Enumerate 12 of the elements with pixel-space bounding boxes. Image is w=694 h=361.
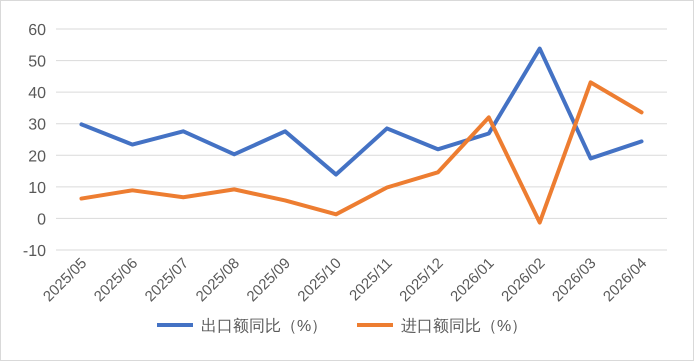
y-tick-label: -10 [22, 243, 46, 260]
y-tick-label: 60 [28, 22, 46, 39]
y-tick-label: 40 [28, 85, 46, 102]
y-tick-label: 20 [28, 148, 46, 166]
line-series [79, 80, 644, 225]
y-tick-label: 10 [28, 180, 46, 197]
y-tick-label: 50 [28, 54, 46, 71]
legend-label: 出口额同比（%） [201, 317, 328, 335]
y-tick-label: 0 [37, 211, 46, 228]
legend-label: 进口额同比（%） [401, 317, 528, 335]
line-series [79, 46, 644, 177]
y-tick-label: 30 [28, 116, 46, 134]
